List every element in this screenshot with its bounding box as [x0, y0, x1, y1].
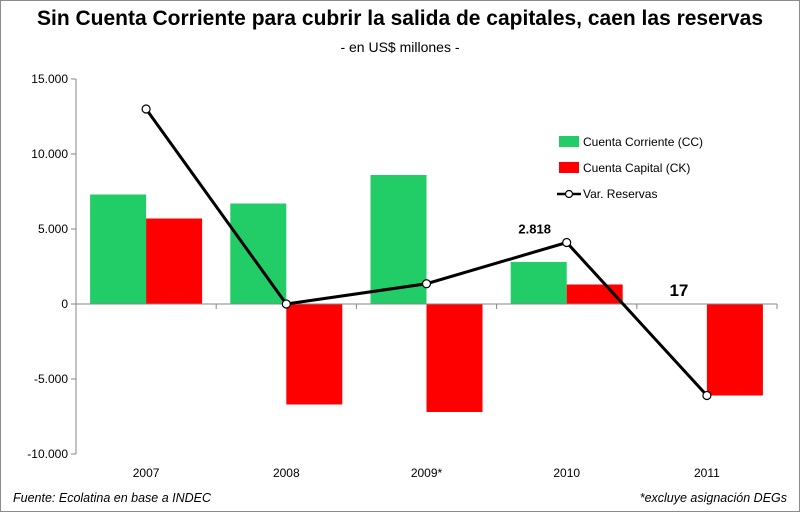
x-tick-label: 2009* [411, 466, 443, 480]
x-tick-label: 2011 [694, 466, 720, 480]
x-tick-label: 2008 [273, 466, 300, 480]
marker-var-reservas [702, 390, 712, 401]
legend-label: Cuenta Capital (CK) [583, 161, 690, 175]
bar-cuenta-corriente [90, 194, 147, 304]
bar-cuenta-capital [426, 304, 483, 412]
legend-label: Cuenta Corriente (CC) [583, 135, 703, 149]
y-tick-label: -5.000 [34, 372, 68, 386]
bar-cuenta-corriente [230, 203, 287, 304]
y-tick-label: -10.000 [27, 447, 68, 461]
annotation-2010: 2.818 [518, 222, 551, 237]
bar-cuenta-corriente [510, 262, 567, 304]
marker-var-reservas [562, 237, 572, 248]
bar-cuenta-capital [286, 304, 343, 405]
y-tick-label: 5.000 [38, 222, 68, 236]
source-note: Fuente: Ecolatina en base a INDEC [13, 491, 212, 505]
bar-cuenta-capital [146, 218, 203, 304]
x-tick-label: 2007 [133, 466, 160, 480]
legend-swatch [559, 136, 579, 147]
chart-subtitle: - en US$ millones - [340, 39, 460, 55]
marker-var-reservas [141, 104, 151, 114]
bar-cuenta-capital [706, 304, 763, 396]
plot-area: 15.000 10.000 5.000 0 -5.000 -10.000 2007 2008 2… [27, 72, 778, 480]
y-tick-label: 0 [61, 297, 68, 311]
x-tick-label: 2010 [553, 466, 580, 480]
bar-cuenta-corriente [370, 175, 427, 304]
annotation-2011: 17 [669, 281, 688, 300]
footnote: *excluye asignación DEGs [639, 491, 787, 505]
y-tick-label: 10.000 [31, 147, 68, 161]
marker-var-reservas [281, 299, 291, 309]
legend-label: Var. Reservas [583, 187, 657, 201]
chart-title: Sin Cuenta Corriente para cubrir la sali… [37, 7, 763, 30]
legend-marker-sample [564, 189, 574, 199]
marker-var-reservas [421, 279, 432, 289]
y-tick-label: 15.000 [31, 72, 68, 86]
legend-swatch [559, 162, 579, 173]
